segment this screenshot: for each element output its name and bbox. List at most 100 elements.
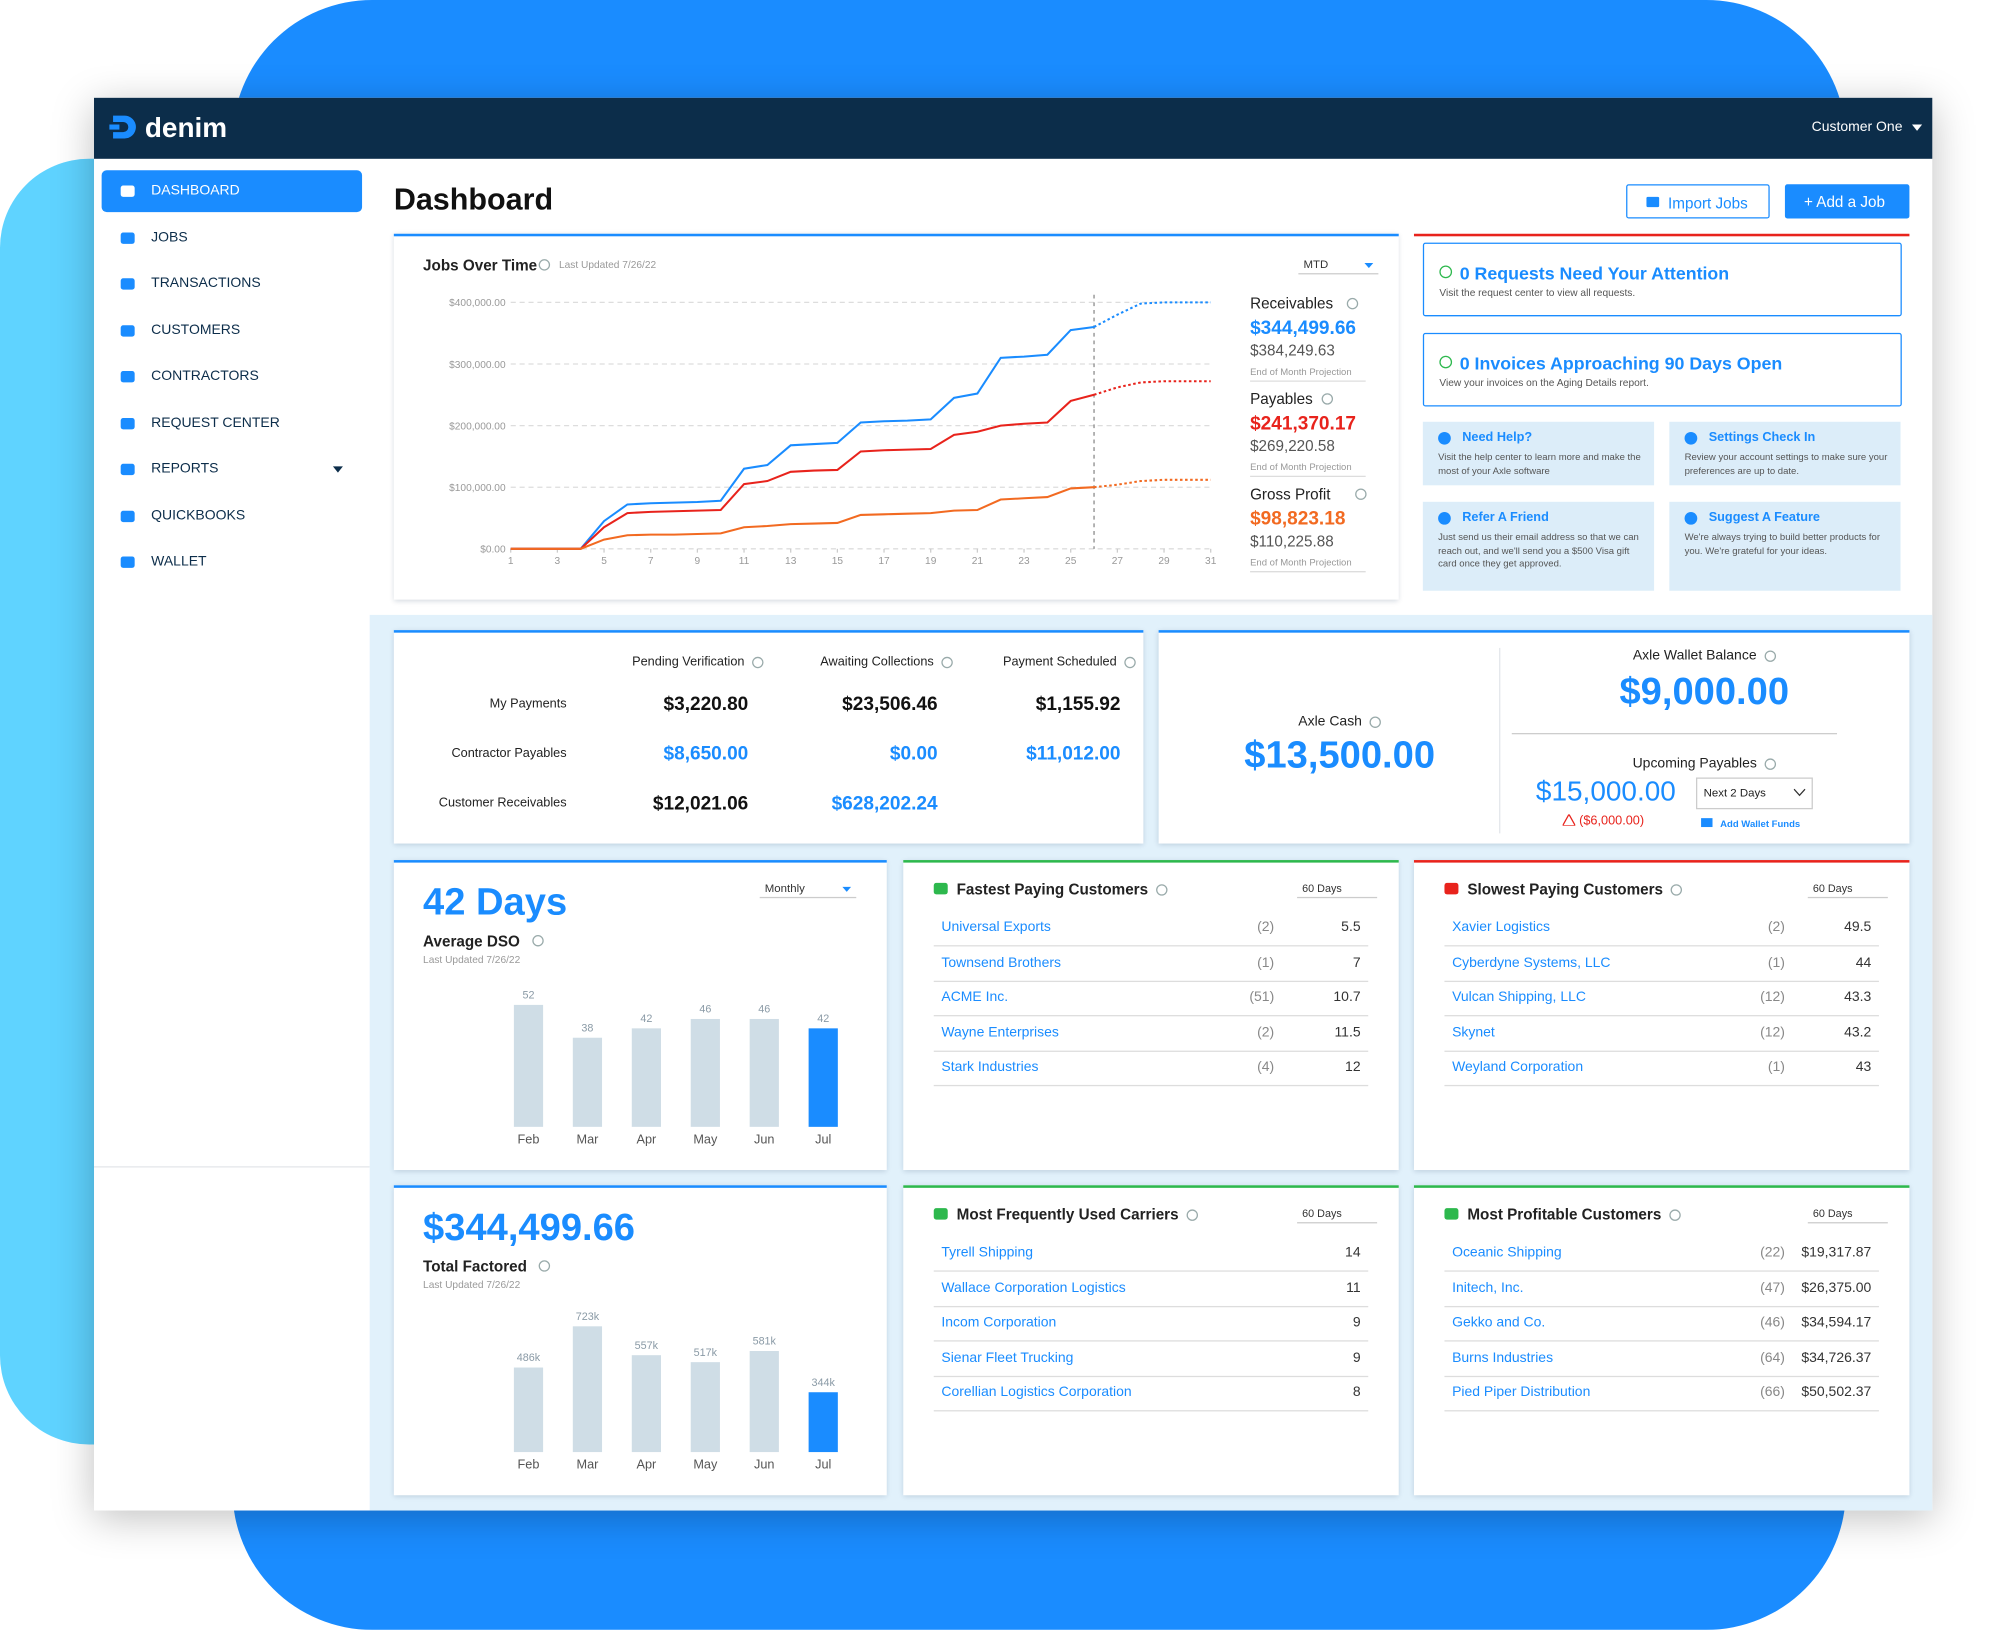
nav-item[interactable]: JOBS [102,217,362,259]
row-value: 7 [1352,954,1361,970]
title-text: Most Profitable Customers [1467,1205,1662,1224]
row-name: Burns Industries [1452,1349,1554,1366]
list-row[interactable]: Weyland Corporation (1) 43 [1444,1051,1879,1087]
list-row[interactable]: ACME Inc. (51) 10.7 [933,981,1369,1017]
row-value: 9 [1352,1349,1361,1366]
list-row[interactable]: Oceanic Shipping (22) $19,317.87 [1444,1236,1879,1272]
help-card[interactable]: Refer A Friend Just send us their email a… [1422,501,1655,591]
list-row[interactable]: Universal Exports (2) 5.5 [933,911,1369,947]
x-tick-label: May [693,1132,718,1146]
list-row[interactable]: Skynet (12) 43.2 [1444,1016,1879,1052]
list-row[interactable]: Cyberdyne Systems, LLC (1) 44 [1444,946,1879,982]
card-title: 0 Requests Need Your Attention [1459,262,1730,284]
row-count: (66) [1760,1384,1785,1400]
legend-note: End of Month Projection [1250,462,1352,473]
header-label: Awaiting Collections [820,655,934,670]
nav-item[interactable]: CUSTOMERS [102,309,362,351]
list-row[interactable]: Gekko and Co. (46) $34,594.17 [1444,1306,1879,1342]
list-row[interactable]: Incom Corporation 9 [933,1306,1369,1342]
import-button[interactable]: Import Jobs [1626,184,1770,219]
info-icon [1764,649,1776,662]
card-title: Settings Check In [1708,430,1816,445]
amount: $0.00 [889,743,938,765]
x-tick-label: 27 [1112,556,1124,567]
help-card[interactable]: Settings Check In Review your account set… [1669,421,1901,486]
range-select[interactable]: Next 2 Days [1695,777,1813,810]
period-select[interactable]: 60 Days [1297,1204,1378,1224]
user-menu[interactable]: Customer One [1811,119,1903,135]
nav-item[interactable]: WALLET [102,541,362,583]
bar [513,1367,544,1453]
nav-icon [120,185,135,197]
x-tick-label: 9 [695,556,701,567]
list-row[interactable]: Pied Piper Distribution (66) $50,502.37 [1444,1376,1879,1412]
info-icon [532,935,544,947]
period-select[interactable]: 60 Days [1807,1204,1888,1224]
row-count: (4) [1257,1059,1275,1075]
row-value: 49.5 [1844,919,1872,936]
list-row[interactable]: Wallace Corporation Logistics 11 [933,1271,1369,1307]
help-card[interactable]: Need Help? Visit the help center to learn… [1422,421,1655,486]
row-count: (1) [1767,954,1785,970]
period-select[interactable]: 60 Days [1807,879,1888,899]
warning-icon [1562,814,1576,826]
bar [749,1018,779,1127]
row-count: (12) [1760,1024,1785,1040]
attention-card[interactable]: 0 Requests Need Your Attention Visit the … [1422,242,1902,317]
info-icon [1321,393,1334,405]
list-row[interactable]: Xavier Logistics (2) 49.5 [1444,911,1879,947]
value-label: 42 [640,1013,652,1025]
period-select[interactable]: Monthly [759,879,857,899]
caret [1911,124,1923,131]
add-job-button[interactable]: + Add a Job [1784,184,1910,219]
value-label: 557k [635,1340,659,1352]
bar [572,1037,603,1127]
period-select[interactable]: 60 Days [1297,879,1378,899]
list-row[interactable]: Initech, Inc. (47) $26,375.00 [1444,1271,1879,1307]
column-header: Awaiting Collections [734,656,953,670]
nav-item[interactable]: REQUEST CENTER [102,402,362,444]
attention-card[interactable]: 0 Invoices Approaching 90 Days Open View … [1422,332,1902,407]
period-select[interactable]: MTD [1298,255,1379,275]
info-icon [1670,884,1683,897]
icon [1438,511,1451,525]
list-row[interactable]: Wayne Enterprises (2) 11.5 [933,1016,1369,1052]
nav-icon [120,370,135,383]
caret [332,466,344,473]
row-name: Corellian Logistics Corporation [941,1384,1132,1400]
nav-item[interactable]: QUICKBOOKS [102,495,362,537]
updated: Last Updated 7/26/22 [423,1279,521,1291]
list-row[interactable]: Sienar Fleet Trucking 9 [933,1341,1369,1377]
amount: $1,155.92 [1035,693,1121,716]
list-row[interactable]: Townsend Brothers (1) 7 [933,946,1369,982]
nav-item[interactable]: DASHBOARD [101,170,363,213]
divider [1499,647,1501,834]
label: Upcoming Payables [1632,755,1757,772]
info-icon [941,656,953,669]
nav-label: CONTRACTORS [151,368,259,384]
row-value: 44 [1855,954,1872,970]
row-name: Incom Corporation [941,1314,1057,1331]
list-row[interactable]: Stark Industries (4) 12 [933,1051,1369,1087]
list-panel: Slowest Paying Customers 60 Days Xavier Lo… [1413,860,1910,1171]
help-card[interactable]: Suggest A Feature We're always trying to … [1669,501,1901,591]
list-row[interactable]: Corellian Logistics Corporation 8 [933,1376,1369,1412]
legend-name: Payables [1250,391,1313,408]
legend-projected: $384,249.63 [1250,343,1335,360]
nav-item[interactable]: REPORTS [102,448,362,490]
nav-item[interactable]: CONTRACTORS [102,356,362,398]
info-icon [538,259,551,271]
y-tick-label: $400,000.00 [449,298,506,309]
list-row[interactable]: Tyrell Shipping 14 [933,1236,1369,1272]
add-funds-link[interactable]: Add Wallet Funds [1720,818,1801,830]
amount: $23,506.46 [842,693,938,716]
nav-item[interactable]: TRANSACTIONS [102,263,362,305]
row-name: Tyrell Shipping [941,1245,1034,1261]
row-value: $19,317.87 [1801,1245,1872,1261]
x-tick-label: Apr [637,1458,658,1472]
list-row[interactable]: Vulcan Shipping, LLC (12) 43.3 [1444,981,1879,1017]
series-line [510,325,1095,550]
nav-icon [120,278,135,290]
list-row[interactable]: Burns Industries (64) $34,726.37 [1444,1341,1879,1377]
